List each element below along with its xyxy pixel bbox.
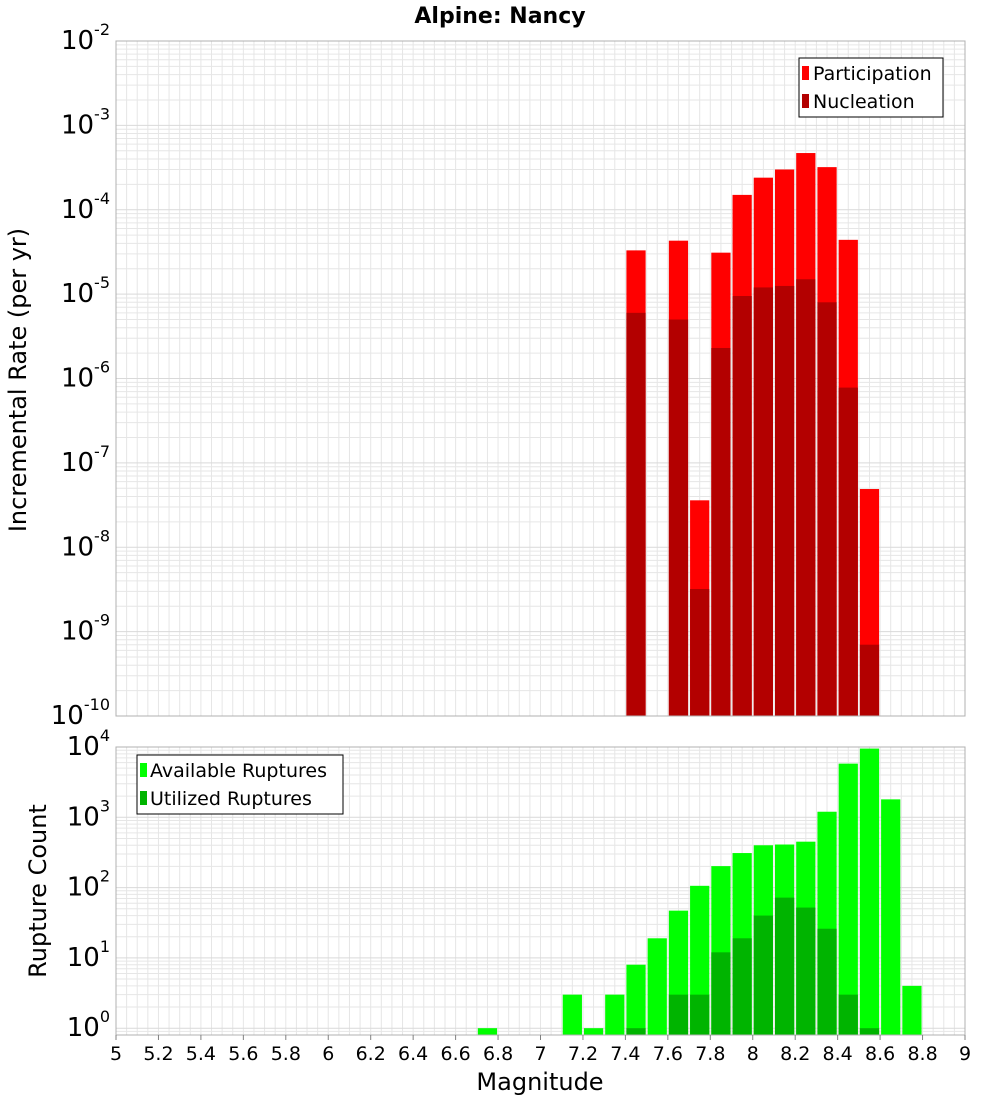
legend-label-available: Available Ruptures xyxy=(150,760,327,782)
rate-y-axis-title: Incremental Rate (per yr) xyxy=(4,228,32,532)
count-legend: Available Ruptures Utilized Ruptures xyxy=(136,754,344,815)
available-ruptures-bar xyxy=(881,799,901,1035)
x-tick-label: 9 xyxy=(959,1043,971,1065)
count-y-ticks: 100 101 102 103 104 xyxy=(67,726,110,1043)
legend-label-participation: Participation xyxy=(813,63,932,85)
x-tick-label: 7.8 xyxy=(695,1043,725,1065)
y-tick-label: 10-4 xyxy=(61,189,110,225)
x-tick-label: 7.4 xyxy=(610,1043,640,1065)
y-tick-label: 10-3 xyxy=(61,104,110,140)
legend-swatch-utilized xyxy=(140,791,147,805)
nucleation-bar xyxy=(626,312,646,716)
nucleation-bar xyxy=(859,644,880,716)
available-ruptures-bar xyxy=(605,994,625,1035)
utilized-ruptures-bar xyxy=(774,897,795,1035)
rate-bars xyxy=(626,153,880,717)
nucleation-bar xyxy=(753,287,773,716)
legend-label-nucleation: Nucleation xyxy=(813,91,915,113)
utilized-ruptures-bar xyxy=(732,938,752,1035)
rate-legend-box xyxy=(798,57,944,118)
x-tick-label: 8.4 xyxy=(823,1043,853,1065)
y-tick-label: 100 xyxy=(67,1007,110,1043)
y-tick-label: 101 xyxy=(67,937,110,973)
chart-title: Alpine: Nancy xyxy=(414,4,585,29)
available-ruptures-bar xyxy=(859,748,880,1035)
x-tick-label: 8.6 xyxy=(865,1043,895,1065)
nucleation-bar xyxy=(711,347,731,716)
y-tick-label: 10-6 xyxy=(61,358,110,394)
rate-legend: Participation Nucleation xyxy=(798,57,944,118)
available-ruptures-bar xyxy=(583,1028,604,1035)
utilized-ruptures-bar xyxy=(859,1028,880,1035)
x-tick-label: 7 xyxy=(534,1043,546,1065)
utilized-ruptures-bar xyxy=(626,1028,646,1035)
available-ruptures-bar xyxy=(838,763,858,1035)
x-tick-label: 5.4 xyxy=(186,1043,216,1065)
rate-grid xyxy=(115,40,966,717)
x-tick-label: 7.6 xyxy=(653,1043,683,1065)
nucleation-bar xyxy=(690,589,710,716)
count-panel: 100 101 102 103 104 Rupture Count Available … xyxy=(24,726,971,1096)
x-tick-label: 8.2 xyxy=(780,1043,810,1065)
x-tick-label: 6.4 xyxy=(398,1043,428,1065)
utilized-ruptures-bar xyxy=(796,907,816,1035)
utilized-ruptures-bar xyxy=(668,994,689,1035)
legend-swatch-available xyxy=(140,763,147,777)
legend-swatch-participation xyxy=(802,66,809,80)
available-ruptures-bar xyxy=(477,1028,498,1035)
count-legend-box xyxy=(136,754,344,815)
x-tick-label: 5.6 xyxy=(228,1043,258,1065)
nucleation-bar xyxy=(774,285,795,716)
legend-swatch-nucleation xyxy=(802,94,809,108)
utilized-ruptures-bar xyxy=(711,952,731,1035)
rate-y-ticks: 10-10 10-9 10-8 10-7 10-6 10-5 10-4 10-3 10-2 xyxy=(51,20,110,731)
count-y-axis-title: Rupture Count xyxy=(24,804,52,978)
x-tick-label: 6.8 xyxy=(483,1043,513,1065)
nucleation-bar xyxy=(838,387,858,716)
available-ruptures-bar xyxy=(562,994,582,1035)
nucleation-bar xyxy=(817,302,837,716)
utilized-ruptures-bar xyxy=(817,928,837,1035)
utilized-ruptures-bar xyxy=(753,915,773,1035)
y-tick-label: 10-5 xyxy=(61,273,110,309)
x-axis-title: Magnitude xyxy=(476,1068,603,1096)
count-bars xyxy=(477,748,922,1035)
available-ruptures-bar xyxy=(626,964,646,1035)
rate-plot-frame xyxy=(115,40,966,717)
x-tick-label: 5.2 xyxy=(143,1043,173,1065)
y-tick-label: 104 xyxy=(67,726,110,762)
available-ruptures-bar xyxy=(902,985,922,1035)
x-tick-label: 7.2 xyxy=(568,1043,598,1065)
legend-label-utilized: Utilized Ruptures xyxy=(150,788,312,810)
x-tick-label: 8 xyxy=(747,1043,759,1065)
x-tick-label: 5 xyxy=(110,1043,122,1065)
y-tick-label: 103 xyxy=(67,796,110,832)
y-tick-label: 10-8 xyxy=(61,526,110,562)
y-tick-label: 10-2 xyxy=(61,20,110,56)
nucleation-bar xyxy=(668,319,689,716)
y-tick-label: 102 xyxy=(67,867,110,903)
rate-panel: 10-10 10-9 10-8 10-7 10-6 10-5 10-4 10-3 10-2 In… xyxy=(4,20,966,731)
x-tick-label: 8.8 xyxy=(907,1043,937,1065)
available-ruptures-bar xyxy=(647,938,667,1035)
x-tick-label: 6 xyxy=(322,1043,334,1065)
utilized-ruptures-bar xyxy=(838,994,858,1035)
nucleation-bar xyxy=(732,296,752,716)
utilized-ruptures-bar xyxy=(690,994,710,1035)
x-tick-label: 6.2 xyxy=(356,1043,386,1065)
y-tick-label: 10-7 xyxy=(61,442,110,478)
x-tick-label: 6.6 xyxy=(440,1043,470,1065)
x-ticks: 5 5.2 5.4 5.6 5.8 6 6.2 6.4 6.6 6.8 7 7.2 7.4 7.6 7.8 8… xyxy=(110,1035,971,1065)
nucleation-bar xyxy=(796,279,816,716)
y-tick-label: 10-9 xyxy=(61,611,110,647)
y-tick-label: 10-10 xyxy=(51,695,110,731)
x-tick-label: 5.8 xyxy=(271,1043,301,1065)
